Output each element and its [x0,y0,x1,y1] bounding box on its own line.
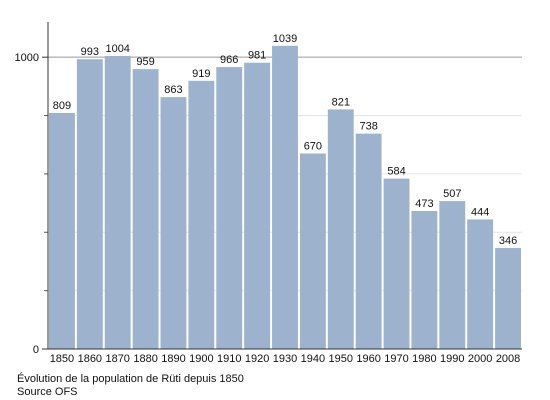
bar-1940 [299,153,326,349]
bar-1860 [76,59,103,349]
bar-value-label: 738 [359,121,377,133]
x-tick-label: 1970 [384,353,408,365]
x-tick-label: 1960 [356,353,380,365]
bar-value-label: 1004 [105,43,129,55]
x-tick-label: 2008 [496,353,520,365]
bar-1970 [383,178,410,349]
bar-2000 [467,219,494,349]
x-tick-label: 1860 [78,353,102,365]
x-tick-label: 1910 [217,353,241,365]
bar-value-label: 821 [332,96,350,108]
y-tick-label: 1000 [15,52,39,64]
x-tick-label: 1900 [189,353,213,365]
bar-value-label: 959 [136,56,154,68]
x-tick-label: 1980 [412,353,436,365]
bar-value-label: 966 [220,54,238,66]
x-tick-label: 1890 [161,353,185,365]
bar-value-label: 507 [443,188,461,200]
x-tick-label: 1850 [50,353,74,365]
bar-1930 [272,45,298,350]
x-tick-label: 1870 [105,353,129,365]
bar-value-label: 1039 [273,33,297,45]
bar-1920 [244,62,271,349]
bar-1950 [327,109,354,350]
x-tick-label: 1930 [273,353,297,365]
bar-1880 [132,69,159,349]
bar-2008 [495,248,521,349]
bar-value-label: 919 [192,68,210,80]
bar-1990 [439,201,466,349]
x-tick-label: 1990 [440,353,464,365]
chart-caption: Évolution de la population de Rüti depui… [17,373,244,385]
x-tick-label: 1920 [245,353,269,365]
bar-value-label: 863 [164,84,182,96]
bar-value-label: 584 [387,166,405,178]
bar-1910 [216,67,243,349]
bar-1850 [49,112,75,349]
bar-value-label: 346 [499,235,517,247]
bar-1980 [411,210,438,349]
y-tick-label: 0 [33,344,39,356]
bar-1890 [160,97,187,349]
chart-source: Source OFS [17,386,78,398]
bar-value-label: 473 [415,198,433,210]
bar-1900 [188,80,215,349]
x-tick-label: 1880 [133,353,157,365]
bar-value-label: 670 [304,140,322,152]
bar-1960 [355,133,382,349]
x-tick-label: 2000 [468,353,492,365]
x-tick-label: 1950 [329,353,353,365]
bar-value-label: 809 [53,100,71,112]
bar-value-label: 981 [248,50,266,62]
bar-1870 [104,56,131,349]
bar-value-label: 993 [81,46,99,58]
x-tick-label: 1940 [301,353,325,365]
bar-value-label: 444 [471,206,489,218]
